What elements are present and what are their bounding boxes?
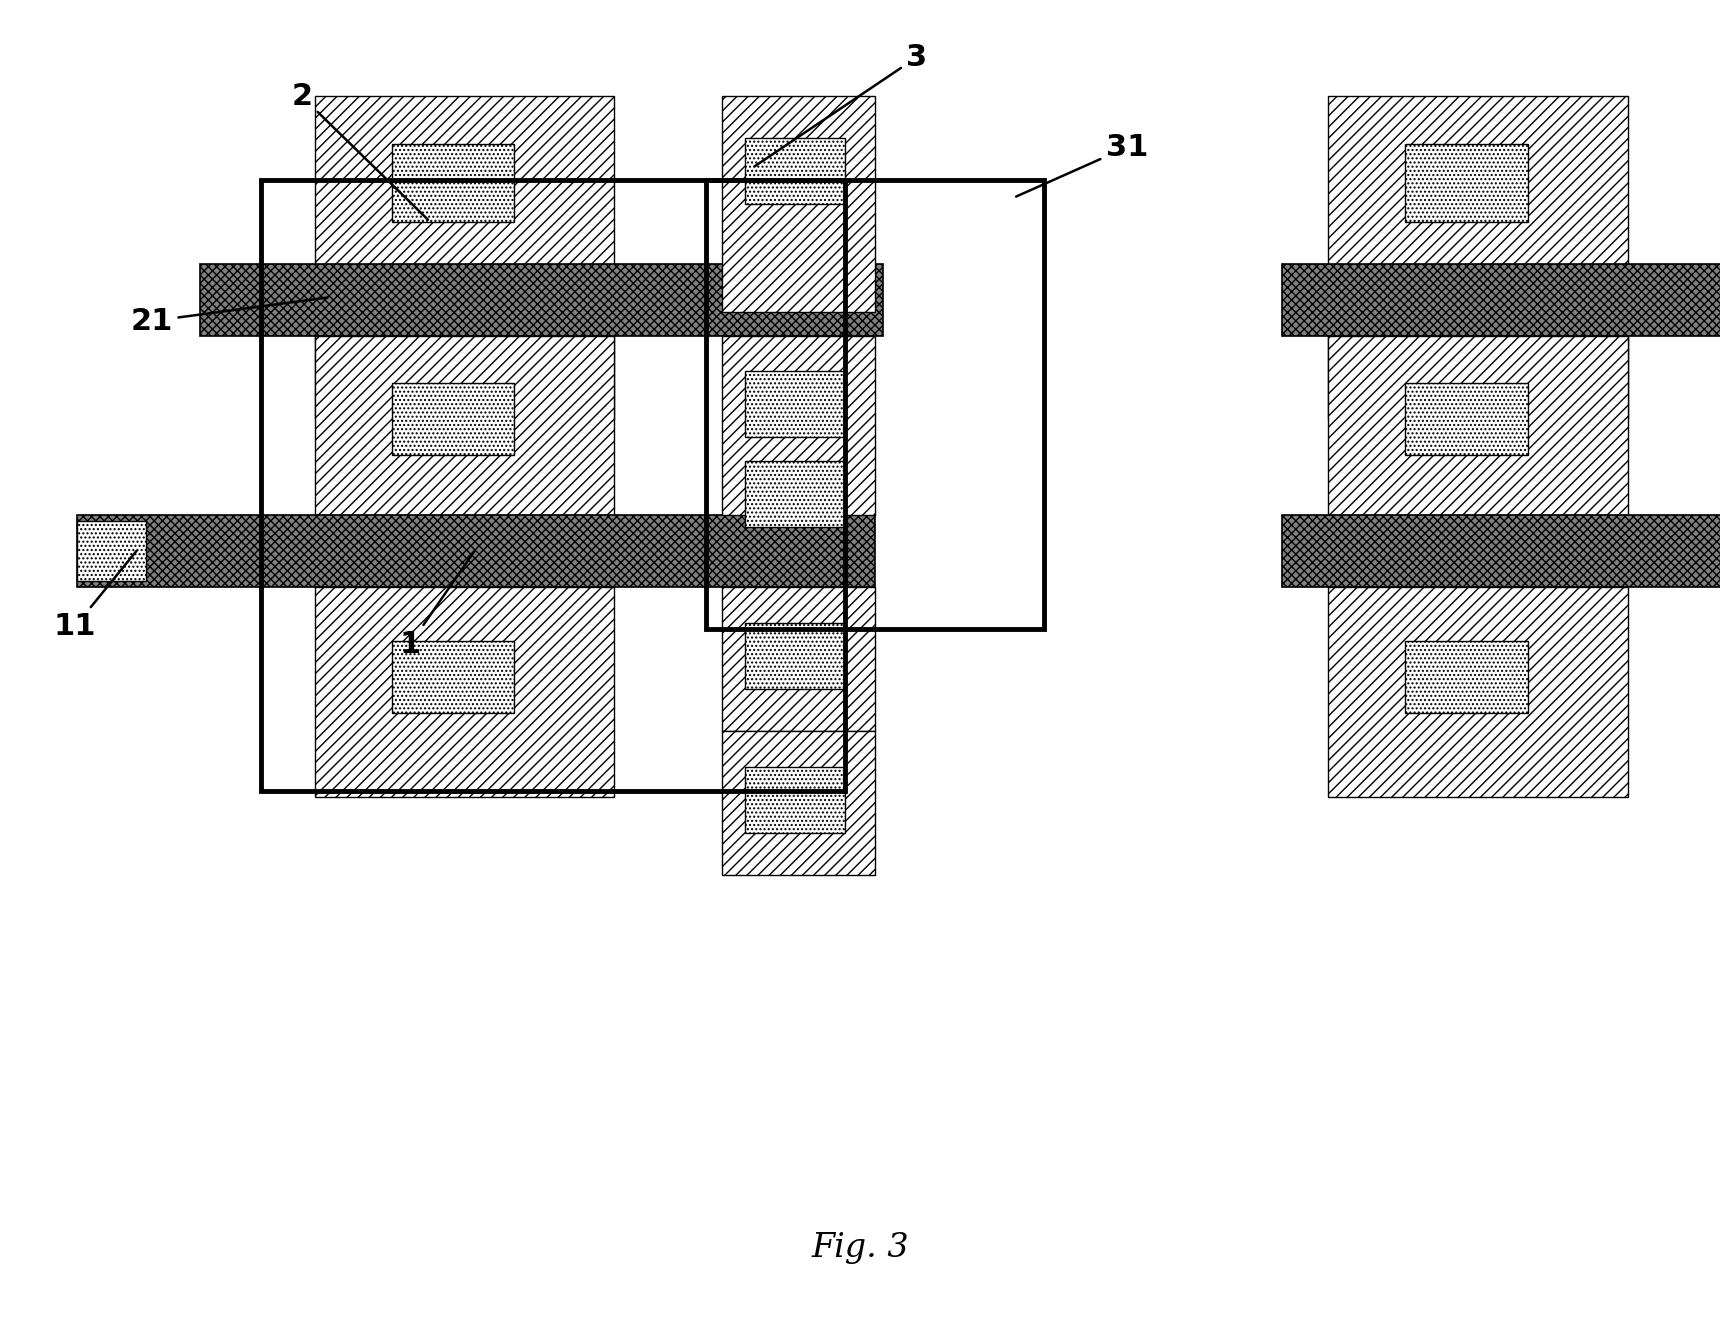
Bar [392, 641, 514, 713]
Text: 31: 31 [1017, 133, 1147, 196]
Bar [315, 95, 614, 419]
Bar [200, 263, 882, 336]
Bar [77, 515, 875, 588]
Text: 1: 1 [399, 552, 475, 659]
Bar [745, 138, 845, 204]
Text: 21: 21 [131, 298, 327, 336]
Bar [392, 144, 514, 221]
Bar [1328, 588, 1627, 797]
Bar [707, 180, 1044, 629]
Bar [1328, 95, 1627, 419]
Bar [745, 372, 845, 437]
Text: Fig. 3: Fig. 3 [812, 1232, 908, 1264]
Bar [745, 766, 845, 833]
Bar [392, 384, 514, 455]
Bar [722, 731, 875, 875]
Bar [315, 336, 614, 515]
Bar [261, 180, 845, 790]
Bar [1405, 641, 1527, 713]
Bar [1283, 263, 1720, 336]
Bar [745, 623, 845, 688]
Bar [77, 521, 146, 581]
Text: 11: 11 [53, 552, 136, 641]
Bar [745, 462, 845, 527]
Bar [722, 588, 875, 731]
Bar [315, 588, 614, 797]
Bar [1283, 515, 1720, 588]
Bar [722, 95, 875, 311]
Bar [1405, 144, 1527, 221]
Bar [722, 336, 875, 515]
Text: 2: 2 [292, 82, 428, 220]
Text: 3: 3 [755, 43, 927, 166]
Bar [1328, 336, 1627, 515]
Bar [1405, 384, 1527, 455]
